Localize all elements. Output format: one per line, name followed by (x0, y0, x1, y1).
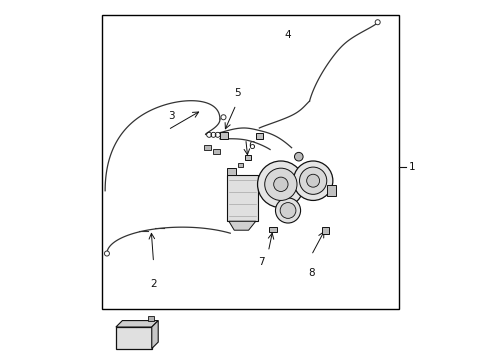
Circle shape (294, 152, 303, 161)
Text: 4: 4 (285, 30, 292, 40)
Text: 5: 5 (235, 88, 241, 98)
Text: 9: 9 (132, 339, 139, 350)
Bar (322, 226, 329, 234)
Bar (227, 168, 236, 175)
Circle shape (104, 251, 109, 256)
Text: 2: 2 (150, 279, 157, 289)
Text: 1: 1 (409, 162, 416, 172)
Bar (256, 133, 263, 139)
Circle shape (265, 168, 297, 201)
Polygon shape (116, 320, 158, 327)
Bar (204, 145, 211, 150)
Bar (227, 175, 258, 221)
Polygon shape (152, 320, 158, 348)
Bar (101, 15, 399, 309)
Text: 8: 8 (308, 268, 315, 278)
Bar (220, 132, 228, 139)
Circle shape (375, 20, 380, 25)
Bar (270, 226, 276, 232)
Circle shape (299, 167, 327, 194)
Circle shape (274, 177, 288, 192)
Circle shape (280, 203, 296, 219)
Circle shape (307, 174, 319, 187)
Text: 3: 3 (168, 111, 175, 121)
Bar (116, 327, 152, 348)
Bar (327, 185, 337, 196)
Bar (245, 154, 251, 160)
Bar (213, 149, 220, 154)
Circle shape (221, 115, 226, 120)
Polygon shape (229, 221, 256, 230)
Circle shape (294, 161, 333, 201)
Text: 7: 7 (258, 257, 265, 267)
Circle shape (275, 198, 300, 223)
Bar (238, 163, 243, 167)
Bar (148, 316, 153, 320)
Text: 6: 6 (248, 141, 255, 151)
Circle shape (258, 161, 304, 208)
